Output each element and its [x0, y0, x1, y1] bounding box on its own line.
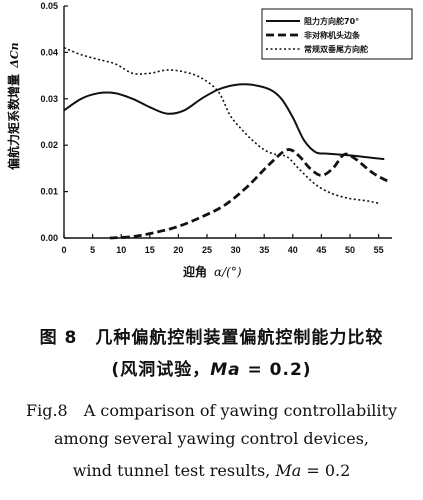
plot-area: 0.00 0.01 0.02 0.03 0.04 0.05 0 5 10 15 20 25 30 35 4…	[40, 1, 392, 255]
y-tick-marks	[64, 5, 68, 239]
x-tick-label: 5	[90, 245, 95, 255]
caption-en-line3-post: = 0.2	[301, 461, 351, 480]
series-line-2	[109, 148, 391, 240]
y-axis-title: 偏航力矩系数增量	[6, 74, 21, 170]
caption-cn-line2-pre: (风洞试验，	[111, 360, 211, 380]
caption-cn-line2-ma: Ma	[210, 360, 241, 380]
x-tick-label: 10	[116, 245, 126, 255]
x-tick-label: 45	[316, 245, 326, 255]
legend-label-1: 阻力方向舵70°	[304, 16, 359, 26]
y-tick-label: 0.01	[40, 187, 58, 197]
x-tick-label: 15	[145, 245, 155, 255]
series-lines	[63, 47, 391, 240]
legend-label-2: 非对称机头边条	[304, 30, 361, 40]
series-line-3	[63, 47, 379, 204]
x-tick-label: 50	[345, 245, 355, 255]
y-axis-symbol-group: ΔCn	[8, 42, 21, 68]
x-tick-label: 55	[374, 245, 384, 255]
y-tick-label: 0.00	[40, 233, 58, 243]
x-tick-label: 40	[288, 245, 298, 255]
caption-en-line1: Fig.8 A comparison of yawing controllabi…	[25, 401, 398, 420]
caption-cn-line1: 图 8 几种偏航控制装置偏航控制能力比较	[39, 328, 384, 348]
legend: 阻力方向舵70° 非对称机头边条 常规双垂尾方向舵	[261, 8, 413, 60]
chart: 0.00 0.01 0.02 0.03 0.04 0.05 0 5 10 15 20 25 30 35 4…	[6, 1, 413, 279]
y-tick-label: 0.03	[40, 94, 58, 104]
legend-box	[261, 8, 413, 60]
y-axis-label: 偏航力矩系数增量	[6, 74, 21, 170]
x-tick-label: 35	[259, 245, 269, 255]
caption-cn-line2-post: = 0.2)	[240, 360, 312, 380]
x-tick-label: 0	[61, 245, 66, 255]
caption-en-line3-pre: wind tunnel test results,	[72, 461, 276, 480]
y-tick-label: 0.05	[40, 1, 58, 11]
x-tick-label: 20	[173, 245, 183, 255]
y-axis-symbol: ΔCn	[8, 42, 21, 68]
series-line-1	[63, 83, 385, 161]
legend-label-3: 常规双垂尾方向舵	[304, 44, 368, 54]
x-axis-label: 迎角	[183, 264, 207, 279]
x-tick-label: 30	[231, 245, 241, 255]
x-axis-symbol: α/(°)	[214, 265, 242, 279]
x-tick-marks	[63, 234, 380, 238]
y-tick-label: 0.02	[40, 140, 58, 150]
caption-cn-line2: (风洞试验，Ma = 0.2)	[0, 355, 423, 380]
y-tick-label: 0.04	[40, 47, 58, 57]
caption-en-line3-ma: Ma	[275, 461, 302, 480]
y-tick-labels: 0.00 0.01 0.02 0.03 0.04 0.05	[40, 1, 58, 243]
x-tick-labels: 0 5 10 15 20 25 30 35 40 45 50 55	[61, 245, 383, 255]
x-tick-label: 25	[202, 245, 212, 255]
caption-en-line2: among several yawing control devices,	[54, 429, 369, 448]
caption-en-line3: wind tunnel test results, Ma = 0.2	[0, 461, 423, 480]
